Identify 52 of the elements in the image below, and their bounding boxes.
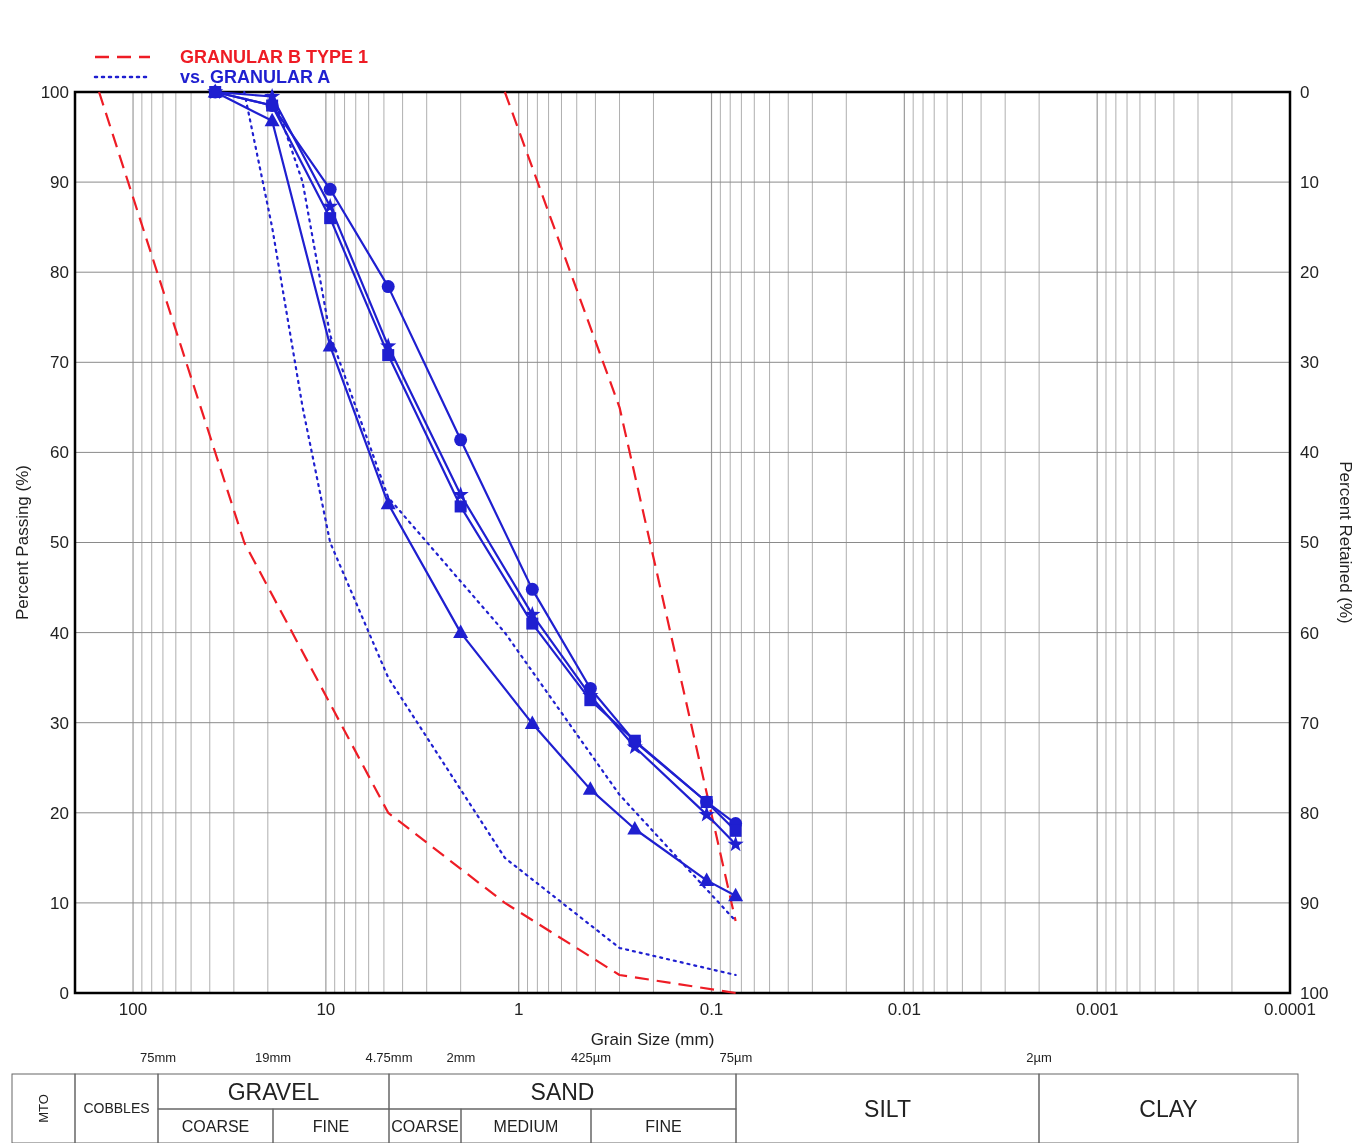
y-tick-label: 100 [40, 82, 69, 102]
legend-label: GRANULAR B TYPE 1 [180, 47, 369, 68]
text: 75mm [139, 1050, 177, 1065]
y2-tick-label: 50 [1300, 533, 1319, 553]
x-tick-label: 0.001 [1075, 1000, 1119, 1019]
text: MEDIUM [493, 1117, 559, 1135]
y2-tick-label: 20 [1300, 263, 1319, 283]
text: 2mm [446, 1050, 476, 1065]
text: MTO [36, 1094, 52, 1123]
text: CLAY [1139, 1095, 1198, 1122]
text: 2µm [1026, 1050, 1052, 1065]
y2-tick-label: 80 [1300, 803, 1319, 823]
y2-axis-title: Percent Retained (%) [1336, 461, 1355, 624]
text: SILT [864, 1095, 911, 1122]
y-tick-label: 0 [59, 983, 69, 1003]
y-tick-label: 70 [50, 353, 69, 373]
text: 19mm [254, 1050, 292, 1065]
y-tick-label: 40 [50, 623, 69, 643]
y-tick-label: 10 [50, 893, 69, 913]
text: 75µm [719, 1050, 753, 1065]
y-tick-label: 50 [50, 533, 69, 553]
x-tick-label: 10 [316, 1000, 336, 1019]
y-tick-label: 30 [50, 713, 69, 733]
y2-tick-label: 70 [1300, 713, 1319, 733]
x-tick-label: 0.1 [699, 1000, 724, 1019]
y-tick-label: 80 [50, 263, 69, 283]
y2-tick-label: 0 [1300, 82, 1310, 102]
y2-tick-label: 90 [1300, 893, 1319, 913]
x-tick-label: 100 [118, 1000, 148, 1019]
y2-tick-label: 100 [1300, 983, 1329, 1003]
x-tick-label: 0.01 [887, 1000, 921, 1019]
text: COBBLES [83, 1100, 150, 1117]
y-axis-title: Percent Passing (%) [13, 465, 32, 620]
x-tick-label: 0.0001 [1264, 1000, 1316, 1019]
text: COARSE [181, 1117, 250, 1135]
x-axis-title: Grain Size (mm) [590, 1030, 715, 1049]
x-tick-label: 1 [513, 1000, 524, 1019]
text: FINE [645, 1117, 682, 1135]
text: COARSE [391, 1117, 459, 1135]
text: FINE [312, 1117, 350, 1135]
y2-tick-label: 30 [1300, 353, 1319, 373]
y2-tick-label: 40 [1300, 443, 1319, 463]
y2-tick-label: 10 [1300, 173, 1319, 193]
y-tick-label: 90 [50, 173, 69, 193]
y-tick-label: 20 [50, 803, 69, 823]
text: GRAVEL [227, 1078, 320, 1105]
text: SAND [530, 1078, 595, 1105]
legend-label: vs. GRANULAR A [180, 67, 331, 88]
y-tick-label: 60 [50, 443, 69, 463]
text: 4.75mm [365, 1050, 413, 1065]
y2-tick-label: 60 [1300, 623, 1319, 643]
text: 425µm [570, 1050, 612, 1065]
